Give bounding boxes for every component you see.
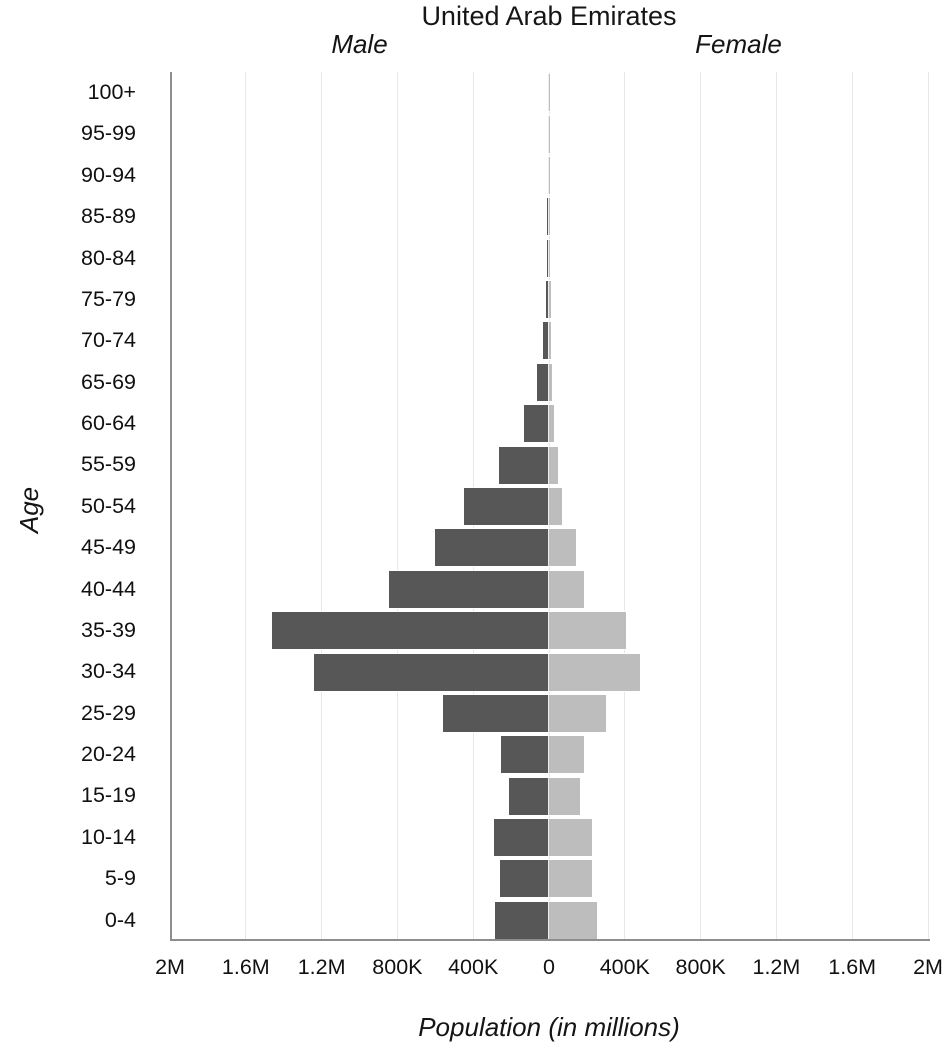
female-bar-75-79 — [549, 281, 551, 319]
gridline — [851, 72, 853, 941]
female-bar-15-19 — [549, 777, 580, 815]
male-bar-60-64 — [524, 405, 549, 443]
male-bar-15-19 — [508, 777, 549, 815]
male-bar-20-24 — [500, 736, 549, 774]
population-tick-labels: 2M 1.6M 1.2M 800K 400K 0 400K 800K 1.2M 1.6M 2M — [155, 955, 943, 985]
female-bar-85-89 — [549, 198, 551, 236]
female-bar-45-49 — [549, 529, 576, 567]
male-bar-35-39 — [272, 612, 549, 650]
age-tick-label: 30-34 — [81, 659, 136, 684]
female-bar-40-44 — [549, 570, 585, 608]
chart-title: United Arab Emirates — [421, 1, 677, 31]
population-tick-label: 2M — [155, 955, 185, 979]
female-bar-5-9 — [549, 860, 592, 898]
female-bar-65-69 — [549, 363, 553, 401]
female-side-label: Female — [695, 29, 782, 59]
population-tick-label: 1.2M — [297, 955, 346, 979]
age-tick-label: 80-84 — [81, 245, 136, 270]
age-tick-label: 0-4 — [104, 907, 136, 932]
male-bar-70-74 — [542, 322, 549, 360]
female-bar-20-24 — [549, 736, 585, 774]
male-bar-5-9 — [499, 860, 549, 898]
age-tick-label: 65-69 — [81, 369, 136, 394]
age-tick-label: 55-59 — [81, 452, 136, 477]
female-bar-10-14 — [549, 819, 592, 857]
gridline — [321, 72, 323, 941]
age-tick-label: 90-94 — [81, 162, 136, 187]
age-tick-label: 40-44 — [81, 576, 136, 601]
male-bar-40-44 — [388, 570, 549, 608]
male-bar-25-29 — [442, 694, 549, 732]
y-axis-line — [170, 72, 172, 941]
age-tick-label: 50-54 — [81, 493, 136, 518]
age-tick-label: 35-39 — [81, 617, 136, 642]
male-bar-95-99 — [547, 115, 549, 153]
population-tick-label: 0 — [543, 955, 555, 979]
female-bar-35-39 — [549, 612, 626, 650]
female-bar-60-64 — [549, 405, 555, 443]
female-bar-50-54 — [549, 488, 562, 525]
female-bar-100+ — [549, 74, 550, 112]
male-bar-90-94 — [547, 156, 549, 194]
female-bar-80-84 — [549, 239, 551, 277]
age-tick-label: 70-74 — [81, 328, 136, 353]
male-bar-45-49 — [435, 529, 549, 567]
population-tick-label: 800K — [675, 955, 726, 979]
female-bar-90-94 — [549, 156, 550, 194]
age-tick-label: 15-19 — [81, 783, 136, 808]
age-tick-labels: 100+ 95-99 90-94 85-89 80-84 75-79 70-74 65-69 6… — [0, 72, 140, 941]
age-tick-label: 60-64 — [81, 411, 136, 436]
gridline — [927, 72, 929, 941]
population-tick-label: 400K — [599, 955, 650, 979]
female-bar-55-59 — [549, 446, 558, 484]
female-bar-70-74 — [549, 322, 551, 360]
age-tick-label: 25-29 — [81, 700, 136, 725]
plot-area — [170, 72, 929, 941]
y-axis-title: Age — [14, 486, 44, 534]
age-tick-label: 45-49 — [81, 535, 136, 560]
population-tick-label: 1.6M — [221, 955, 270, 979]
population-tick-label: 2M — [913, 955, 943, 979]
male-bar-0-4 — [495, 901, 549, 939]
gridline — [775, 72, 777, 941]
population-tick-label: 400K — [448, 955, 499, 979]
age-tick-label: 75-79 — [81, 286, 136, 311]
male-bar-75-79 — [545, 281, 549, 319]
male-bar-100+ — [548, 74, 550, 112]
population-tick-label: 1.6M — [828, 955, 877, 979]
male-side-label: Male — [331, 29, 388, 59]
female-bar-95-99 — [549, 115, 550, 153]
gridline — [396, 72, 398, 941]
male-bar-10-14 — [494, 819, 549, 857]
male-bar-30-34 — [314, 653, 549, 691]
x-axis-title: Population (in millions) — [418, 1012, 680, 1042]
gridline — [624, 72, 626, 941]
female-bar-25-29 — [549, 694, 606, 732]
female-bar-30-34 — [549, 653, 640, 691]
age-tick-label: 95-99 — [81, 121, 136, 146]
male-bar-50-54 — [463, 488, 549, 525]
male-bar-65-69 — [537, 363, 549, 401]
gridline — [245, 72, 247, 941]
population-tick-label: 1.2M — [752, 955, 801, 979]
age-tick-label: 20-24 — [81, 742, 136, 767]
gridline — [700, 72, 702, 941]
age-tick-label: 5-9 — [104, 866, 136, 891]
age-tick-label: 100+ — [87, 80, 136, 104]
male-bar-80-84 — [546, 239, 549, 277]
population-tick-label: 800K — [372, 955, 423, 979]
female-bar-0-4 — [549, 901, 597, 939]
x-axis-line — [170, 939, 930, 941]
age-tick-label: 10-14 — [81, 824, 136, 849]
age-tick-label: 85-89 — [81, 204, 136, 229]
male-bar-85-89 — [547, 198, 549, 236]
male-bar-55-59 — [498, 446, 549, 484]
